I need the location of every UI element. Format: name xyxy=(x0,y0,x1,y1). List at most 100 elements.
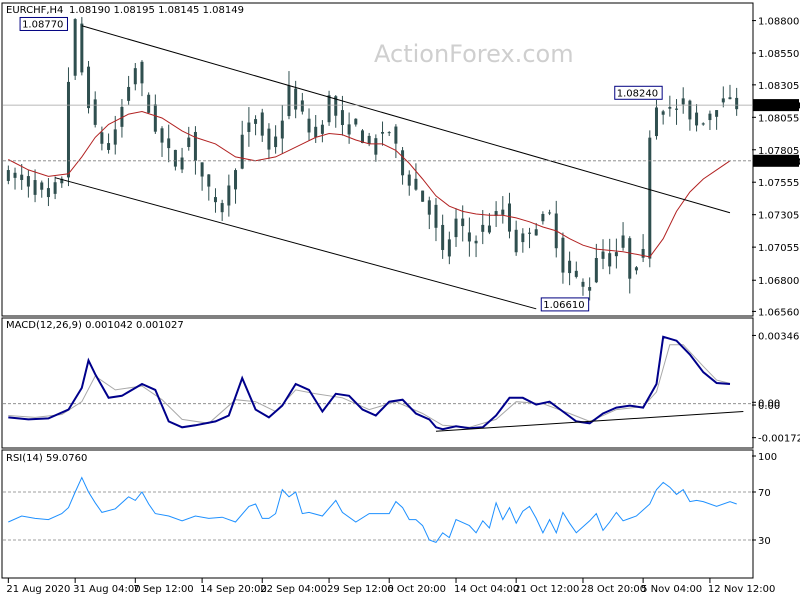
candle-body xyxy=(421,190,425,202)
candle-body xyxy=(447,239,451,257)
ohlc-header: 1.08190 1.08195 1.08145 1.08149 xyxy=(69,5,244,16)
current-price-tag-label: 1.08149 xyxy=(756,101,800,112)
candle-body xyxy=(120,106,124,127)
rsi-layer xyxy=(3,476,752,543)
candle-body xyxy=(668,107,672,109)
rsi-axis-tick-label: 70 xyxy=(758,488,771,499)
support-price-tag-bg xyxy=(753,154,799,167)
price-axis-tick-label: 1.08800 xyxy=(758,17,799,28)
time-axis-tick-label: 21 Oct 12:00 xyxy=(514,584,579,595)
candle-body xyxy=(60,178,64,184)
candle-body xyxy=(187,137,191,147)
candle-body xyxy=(661,111,665,115)
macd-trendline xyxy=(435,411,744,432)
candle-body xyxy=(360,130,364,144)
candle-body xyxy=(381,132,385,134)
candle-body xyxy=(394,126,398,144)
candle-body xyxy=(160,128,164,143)
candle-body xyxy=(113,129,117,145)
candle-body xyxy=(494,211,498,216)
rsi-panel-title: RSI(14) 59.0760 xyxy=(6,453,87,464)
candle-body xyxy=(507,203,511,232)
candle-body xyxy=(147,94,151,113)
candle-body xyxy=(621,235,625,248)
candle-body xyxy=(648,137,652,259)
price-callout-label: 1.06610 xyxy=(543,300,584,311)
macd-panel-frame xyxy=(1,317,754,449)
candle-body xyxy=(534,229,538,236)
candle-body xyxy=(173,149,177,167)
candle-body xyxy=(735,97,739,110)
candle-body xyxy=(107,143,111,150)
candle-body xyxy=(588,287,592,291)
time-axis-tick-label: 7 Sep 12:00 xyxy=(133,584,193,595)
candle-body xyxy=(634,267,638,271)
price-axis-tick-label: 1.06560 xyxy=(758,307,799,318)
macd-axis: 0.0034690.000.00-0.001729 xyxy=(752,331,800,445)
candle-body xyxy=(601,251,605,259)
candle-body xyxy=(267,128,271,150)
price-callout-label: 1.08770 xyxy=(22,19,63,30)
time-axis-tick-label: 28 Oct 20:00 xyxy=(581,584,646,595)
macd-layer xyxy=(3,335,752,432)
candle-body xyxy=(127,86,131,101)
candle-body xyxy=(213,197,217,203)
candle-body xyxy=(6,170,10,181)
price-axis-tick-label: 1.07055 xyxy=(758,243,799,254)
candle-body xyxy=(100,132,104,144)
price-axis-tick-label: 1.08055 xyxy=(758,113,799,124)
candle-body xyxy=(247,122,251,132)
candle-body xyxy=(487,225,491,233)
candle-body xyxy=(654,107,658,137)
candle-body xyxy=(701,123,705,125)
price-axis-tick-label: 1.06800 xyxy=(758,276,799,287)
rsi-axis: 100 70 30 xyxy=(752,452,777,547)
candle-body xyxy=(721,98,725,103)
candle-body xyxy=(541,213,545,222)
candle-body xyxy=(641,248,645,258)
candle-body xyxy=(240,134,244,169)
price-panel-title: EURCHF,H4 xyxy=(6,5,63,16)
moving-average-line xyxy=(8,110,731,258)
candle-body xyxy=(180,157,184,170)
macd-axis-tick-label: -0.001729 xyxy=(758,434,800,445)
candle-body xyxy=(153,104,157,132)
macd-panel-title: MACD(12,26,9) 0.001042 0.001027 xyxy=(6,320,184,331)
rsi-axis-tick-label: 30 xyxy=(758,536,771,547)
candle-body xyxy=(167,138,171,149)
current-price-tag: 1.08149 xyxy=(753,99,800,112)
price-axis-tick-label: 1.08550 xyxy=(758,49,799,60)
candle-body xyxy=(220,203,224,213)
time-axis-tick-label: 22 Sep 04:00 xyxy=(260,584,327,595)
candle-body xyxy=(467,232,471,242)
candle-body xyxy=(387,132,391,134)
candle-body xyxy=(681,98,685,105)
channel-lower-line xyxy=(54,177,537,310)
price-axis-tick-label: 1.07305 xyxy=(758,211,799,222)
candle-body xyxy=(521,233,525,243)
macd-signal-line xyxy=(8,344,731,428)
candle-body xyxy=(140,61,144,84)
price-layer: 1.08770 1.08240 1.06610 xyxy=(3,16,752,312)
candle-body xyxy=(407,174,411,186)
candle-body xyxy=(327,95,331,123)
price-callout-box xyxy=(614,85,663,100)
candle-body xyxy=(695,112,699,126)
candle-body xyxy=(73,19,77,76)
price-axis: 1.08800 1.08550 1.08305 1.08055 1.07805 1.075… xyxy=(752,17,800,318)
candle-body xyxy=(260,112,264,136)
candle-body xyxy=(227,185,231,206)
candle-body xyxy=(320,124,324,134)
candle-body xyxy=(287,85,291,117)
time-axis-tick-label: 29 Sep 12:00 xyxy=(327,584,394,595)
candle-body xyxy=(354,118,358,125)
candle-body xyxy=(274,136,278,148)
channel-upper-line xyxy=(81,25,731,214)
candle-body xyxy=(80,23,84,73)
candle-body xyxy=(474,240,478,244)
candle-body xyxy=(280,120,284,139)
candle-body xyxy=(528,232,532,234)
candle-body xyxy=(688,100,692,120)
rsi-line xyxy=(8,476,737,543)
